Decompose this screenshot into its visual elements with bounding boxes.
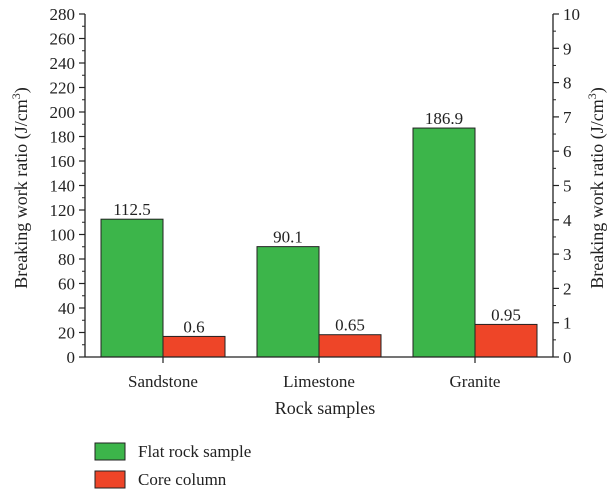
bar	[256, 246, 320, 358]
legend-label-core-column: Core column	[138, 470, 227, 489]
right-tick-label: 3	[563, 245, 572, 264]
right-tick-label: 8	[563, 74, 572, 93]
right-tick-label: 0	[563, 348, 572, 367]
left-axis-title-suffix: )	[11, 87, 32, 93]
right-tick-label: 9	[563, 39, 572, 58]
data-label: 0.6	[183, 317, 204, 336]
x-tick-label: Limestone	[283, 372, 355, 391]
left-tick-label: 140	[50, 177, 76, 196]
data-label: 186.9	[425, 109, 463, 128]
right-tick-label: 2	[563, 279, 572, 298]
left-tick-label: 180	[50, 128, 76, 147]
axes-layer: 0204060801001201401601802002202402602800…	[50, 5, 581, 391]
legend-swatch-flat-rock-sample	[94, 442, 126, 461]
left-tick-label: 20	[58, 324, 75, 343]
left-tick-label: 100	[50, 226, 76, 245]
left-tick-label: 220	[50, 79, 76, 98]
data-label: 0.95	[491, 305, 521, 324]
left-axis-title: Breaking work ratio (J/cm3)	[9, 87, 32, 288]
legend-label-flat-rock-sample: Flat rock sample	[138, 442, 251, 461]
left-tick-label: 120	[50, 201, 76, 220]
left-axis-title-sup: 3	[9, 93, 23, 99]
legend: Flat rock sample Core column	[94, 442, 251, 489]
x-tick-label: Sandstone	[128, 372, 198, 391]
left-tick-label: 40	[58, 299, 75, 318]
bar	[412, 127, 476, 358]
data-label: 0.65	[335, 316, 365, 335]
right-tick-label: 1	[563, 314, 572, 333]
data-label: 90.1	[273, 228, 303, 247]
left-tick-label: 0	[67, 348, 76, 367]
bar	[474, 323, 538, 358]
right-axis-title: Breaking work ratio (J/cm3)	[585, 87, 608, 288]
x-tick-label: Granite	[450, 372, 501, 391]
left-tick-label: 260	[50, 30, 76, 49]
right-tick-label: 4	[563, 211, 572, 230]
right-axis-title-sup: 3	[585, 93, 599, 99]
left-tick-label: 200	[50, 103, 76, 122]
right-tick-label: 10	[563, 5, 580, 24]
left-tick-label: 280	[50, 5, 76, 24]
bar	[318, 334, 382, 358]
data-label: 112.5	[113, 200, 151, 219]
x-axis-title: Rock samples	[275, 398, 376, 418]
left-tick-label: 60	[58, 275, 75, 294]
bars-layer	[100, 127, 538, 358]
right-axis-title-main: Breaking work ratio (J/cm	[587, 99, 608, 288]
labels-layer: 112.5 0.6 90.1 0.65 186.9 0.95	[113, 109, 521, 336]
left-tick-label: 80	[58, 250, 75, 269]
right-tick-label: 7	[563, 108, 572, 127]
left-tick-label: 240	[50, 54, 76, 73]
right-axis-title-suffix: )	[587, 87, 608, 93]
bar	[162, 335, 226, 358]
right-tick-label: 5	[563, 177, 572, 196]
right-tick-label: 6	[563, 142, 572, 161]
legend-swatch-core-column	[94, 470, 126, 489]
left-axis-title-main: Breaking work ratio (J/cm	[11, 99, 32, 288]
left-tick-label: 160	[50, 152, 76, 171]
bar	[100, 218, 164, 358]
